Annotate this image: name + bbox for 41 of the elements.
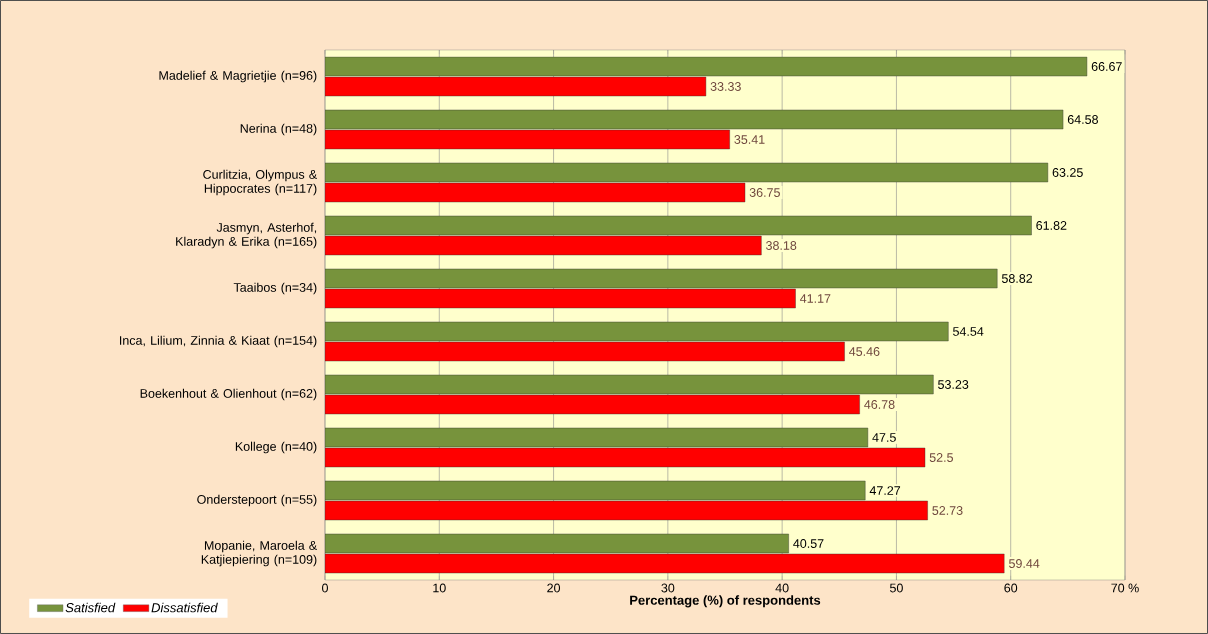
data-label: 54.54 [953,327,984,336]
data-label: 53.23 [938,380,969,389]
data-label: 46.78 [864,400,895,409]
x-tick-label: 40 [775,583,789,593]
y-tick-label: Kollege (n=40) [235,441,317,454]
data-label: 36.75 [749,188,780,197]
data-label: 63.25 [1052,168,1083,177]
data-label: 47.5 [872,433,896,442]
data-label: 38.18 [766,241,797,250]
data-label: 58.82 [1001,274,1033,283]
data-label: 41.17 [800,294,831,303]
y-tick-label: Madelief & Magrietjie (n=96) [159,70,317,83]
legend-label: Dissatisfied [151,602,218,613]
y-tick-label: Boekenhout & Olienhout (n=62) [140,388,317,401]
data-label: 52.73 [932,506,963,515]
y-tick-label: Jasmyn, Asterhof, Klaradyn & Erika (n=165) [176,222,317,249]
data-label: 64.58 [1067,115,1098,124]
data-label: 40.57 [793,539,824,548]
y-tick-label: Nerina (n=48) [240,123,317,136]
data-label: 33.33 [710,82,741,91]
y-tick-label: Curlitzia, Olympus & Hippocrates (n=117) [203,169,317,196]
y-tick-label: Taaibos (n=34) [233,282,317,295]
data-label: 66.67 [1091,62,1122,71]
data-label: 52.5 [929,453,953,462]
x-tick-label: 60 [1004,583,1018,593]
y-tick-label: Inca, Lilium, Zinnia & Kiaat (n=154) [120,335,317,348]
x-axis-title: Percentage (%) of respondents [630,595,821,608]
data-label: 61.82 [1036,221,1067,230]
data-label: 35.41 [734,135,765,144]
data-label: 59.44 [1009,559,1040,568]
y-tick-label: Onderstepoort (n=55) [197,494,317,507]
x-tick-label: 0 [322,583,328,593]
x-tick-label: 20 [547,583,561,593]
data-label: 47.27 [869,486,901,495]
x-tick-label: 30 [661,583,675,593]
x-tick-label: 50 [889,583,903,593]
x-tick-label: 70 % [1111,583,1139,593]
x-tick-label: 10 [433,583,446,593]
legend-label: Satisfied [65,602,116,613]
data-label: 45.46 [849,347,880,356]
y-tick-label: Mopanie, Maroela & Katjiepiering (n=109) [201,540,317,567]
